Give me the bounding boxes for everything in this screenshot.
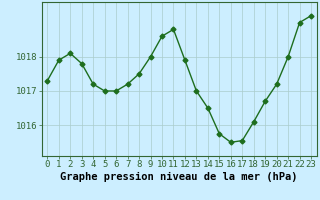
X-axis label: Graphe pression niveau de la mer (hPa): Graphe pression niveau de la mer (hPa): [60, 172, 298, 182]
